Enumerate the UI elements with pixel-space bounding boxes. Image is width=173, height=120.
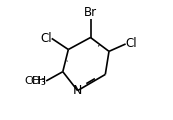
Text: Br: Br	[84, 6, 97, 19]
Text: CH$_3$: CH$_3$	[24, 74, 46, 88]
Text: Cl: Cl	[40, 32, 52, 45]
Text: N: N	[73, 84, 82, 97]
Text: CH: CH	[30, 76, 46, 86]
Text: Cl: Cl	[126, 37, 137, 51]
